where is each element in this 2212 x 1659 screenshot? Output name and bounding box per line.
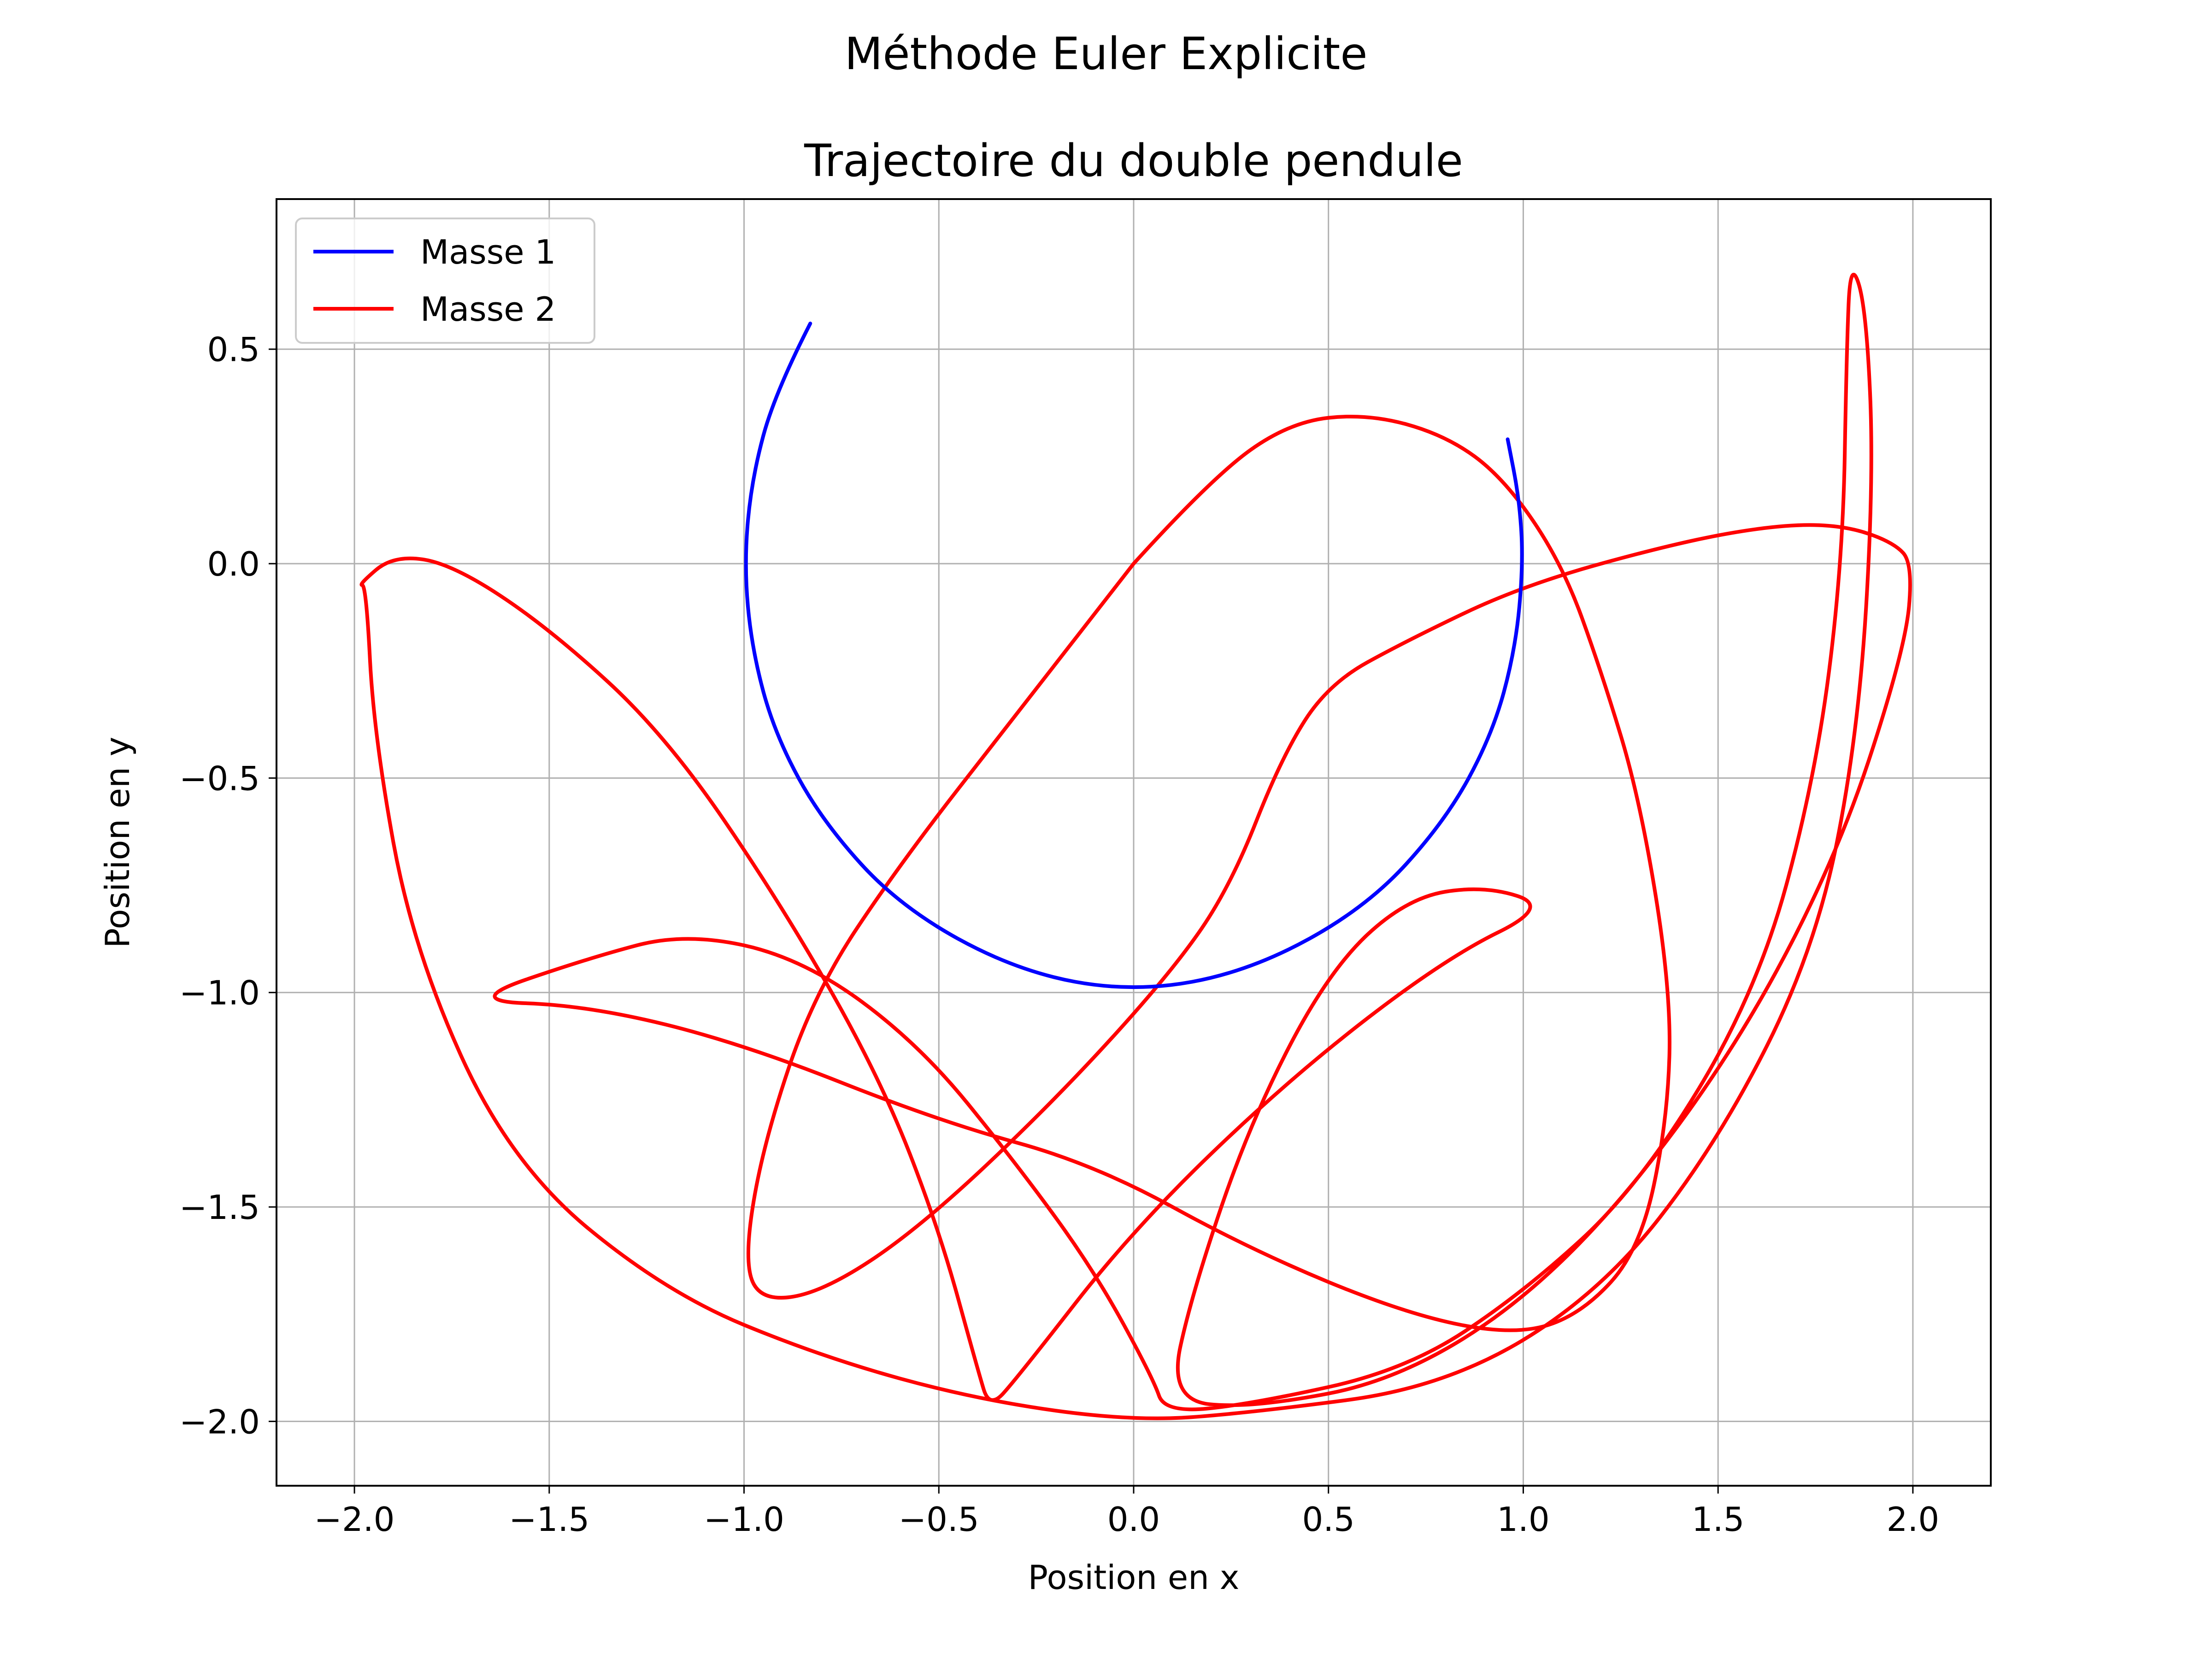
y-tick-label: 0.5 — [207, 330, 260, 369]
legend-box — [295, 218, 595, 344]
legend: Masse 1 Masse 2 — [295, 218, 595, 344]
series-line-masse-1 — [744, 321, 1524, 989]
y-tick-label: −1.5 — [179, 1188, 260, 1227]
x-tick-label: −2.0 — [314, 1500, 395, 1539]
x-tick-label: 1.0 — [1497, 1500, 1550, 1539]
legend-label-masse-1: Masse 1 — [420, 233, 556, 271]
y-tick-label: −1.0 — [179, 974, 260, 1012]
axes-frame — [276, 198, 1992, 1487]
figure-suptitle: Méthode Euler Explicite — [845, 28, 1368, 80]
axis-ticks: −2.0 −1.5 −1.0 −0.5 0.0 0.5 1.0 1.5 2.0 0.5 0.0 −0.… — [179, 330, 1939, 1539]
x-tick-label: 0.5 — [1302, 1500, 1355, 1539]
x-tick-label: 1.5 — [1692, 1500, 1745, 1539]
x-tick-label: 2.0 — [1887, 1500, 1940, 1539]
x-axis-label: Position en x — [1028, 1558, 1240, 1597]
y-tick-label: 0.0 — [207, 545, 260, 583]
y-axis-label: Position en y — [98, 737, 137, 948]
x-tick-label: −1.0 — [704, 1500, 784, 1539]
chart-title: Trajectoire du double pendule — [804, 135, 1463, 187]
legend-label-masse-2: Masse 2 — [420, 290, 556, 329]
x-tick-label: 0.0 — [1107, 1500, 1160, 1539]
series-line-masse-2 — [359, 272, 1912, 1420]
y-tick-label: −2.0 — [179, 1402, 260, 1441]
plot-series — [359, 272, 1912, 1420]
x-tick-label: −1.5 — [509, 1500, 589, 1539]
x-tick-label: −0.5 — [899, 1500, 979, 1539]
y-tick-label: −0.5 — [179, 759, 260, 798]
